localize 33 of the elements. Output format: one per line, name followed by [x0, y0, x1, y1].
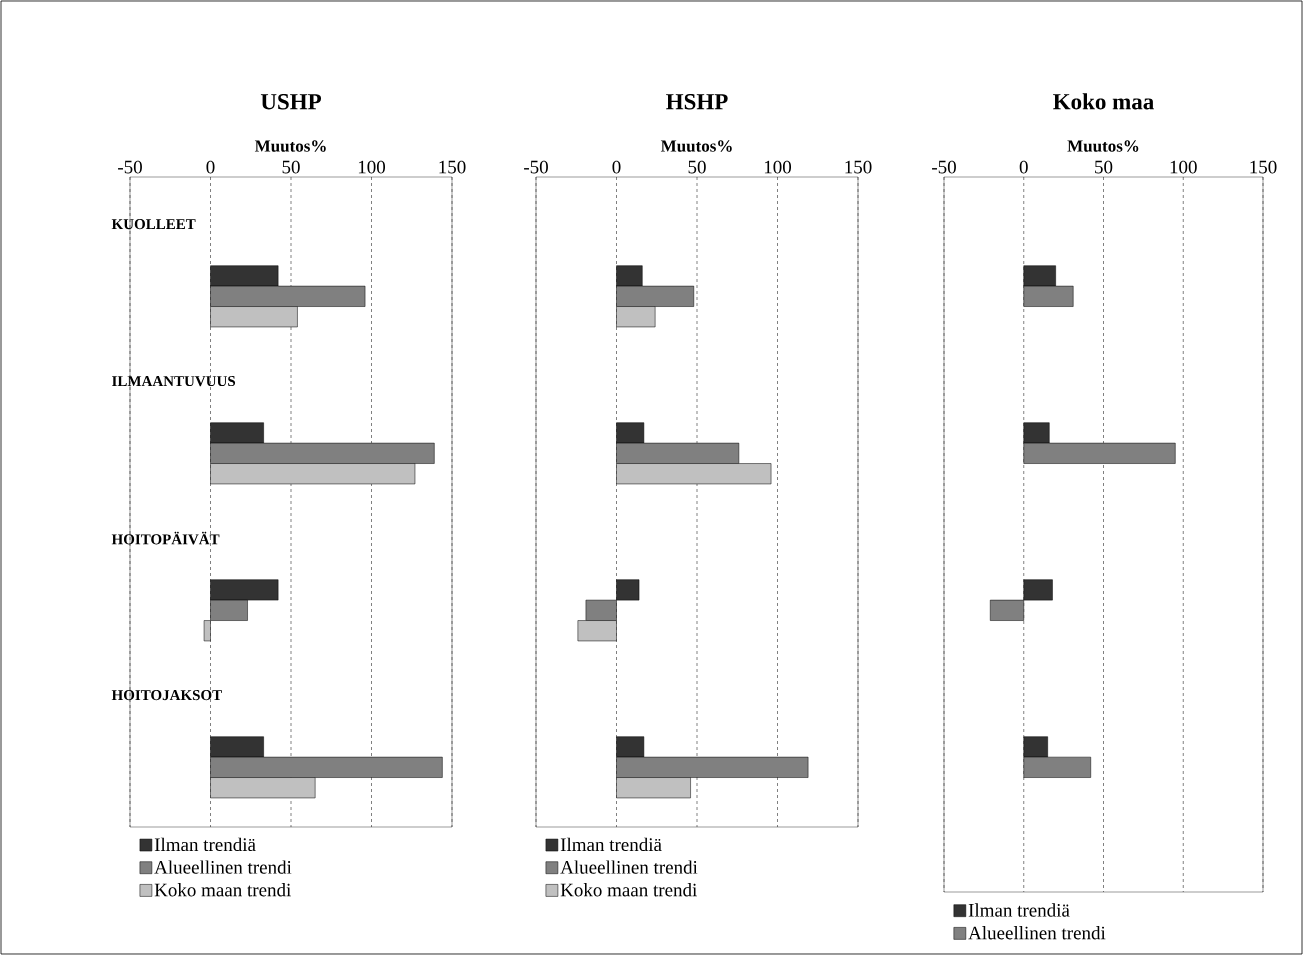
legend-label: Ilman trendiä [560, 837, 662, 852]
legend-label: Ilman trendiä [154, 837, 256, 852]
chart-title: Koko maa [1053, 93, 1154, 110]
x-tick-label: -50 [524, 160, 548, 174]
x-tick-label: 100 [764, 160, 792, 174]
x-tick-label: 0 [206, 160, 215, 174]
x-tick-label: 50 [1095, 160, 1113, 174]
x-axis-title: Muutos% [1067, 140, 1139, 152]
x-axis-title: Muutos% [254, 140, 326, 152]
x-tick-label: 0 [1019, 160, 1028, 174]
x-tick-label: 100 [1170, 160, 1197, 174]
y-tick-label: HOITOJAKSOT [111, 690, 222, 701]
legend-label: Alueellinen trendi [560, 860, 698, 874]
legend-label: Alueellinen trendi [154, 860, 292, 874]
x-axis-title: Muutos% [660, 140, 732, 152]
legend-label: Koko maan trendi [560, 883, 697, 897]
legend-label: Ilman trendiä [968, 903, 1070, 917]
chart-title: HSHP [666, 94, 728, 110]
y-tick-label: HOITOPÄIVÄT [111, 531, 220, 545]
x-tick-label: 50 [688, 160, 706, 174]
x-tick-label: 150 [439, 160, 466, 174]
x-tick-label: 100 [358, 160, 386, 174]
y-tick-label: ILMAANTUVUUS [112, 376, 236, 387]
x-tick-label: 50 [282, 160, 300, 174]
x-tick-label: 150 [845, 160, 872, 174]
y-tick-label: KUOLLEET [111, 219, 196, 230]
x-tick-label: 150 [1250, 160, 1277, 174]
x-tick-label: -50 [118, 160, 142, 174]
legend-label: Koko maan trendi [154, 883, 291, 897]
x-tick-label: 0 [612, 160, 621, 174]
x-tick-label: -50 [932, 160, 956, 174]
legend-label: Alueellinen trendi [968, 926, 1106, 940]
chart-title: USHP [260, 94, 322, 110]
